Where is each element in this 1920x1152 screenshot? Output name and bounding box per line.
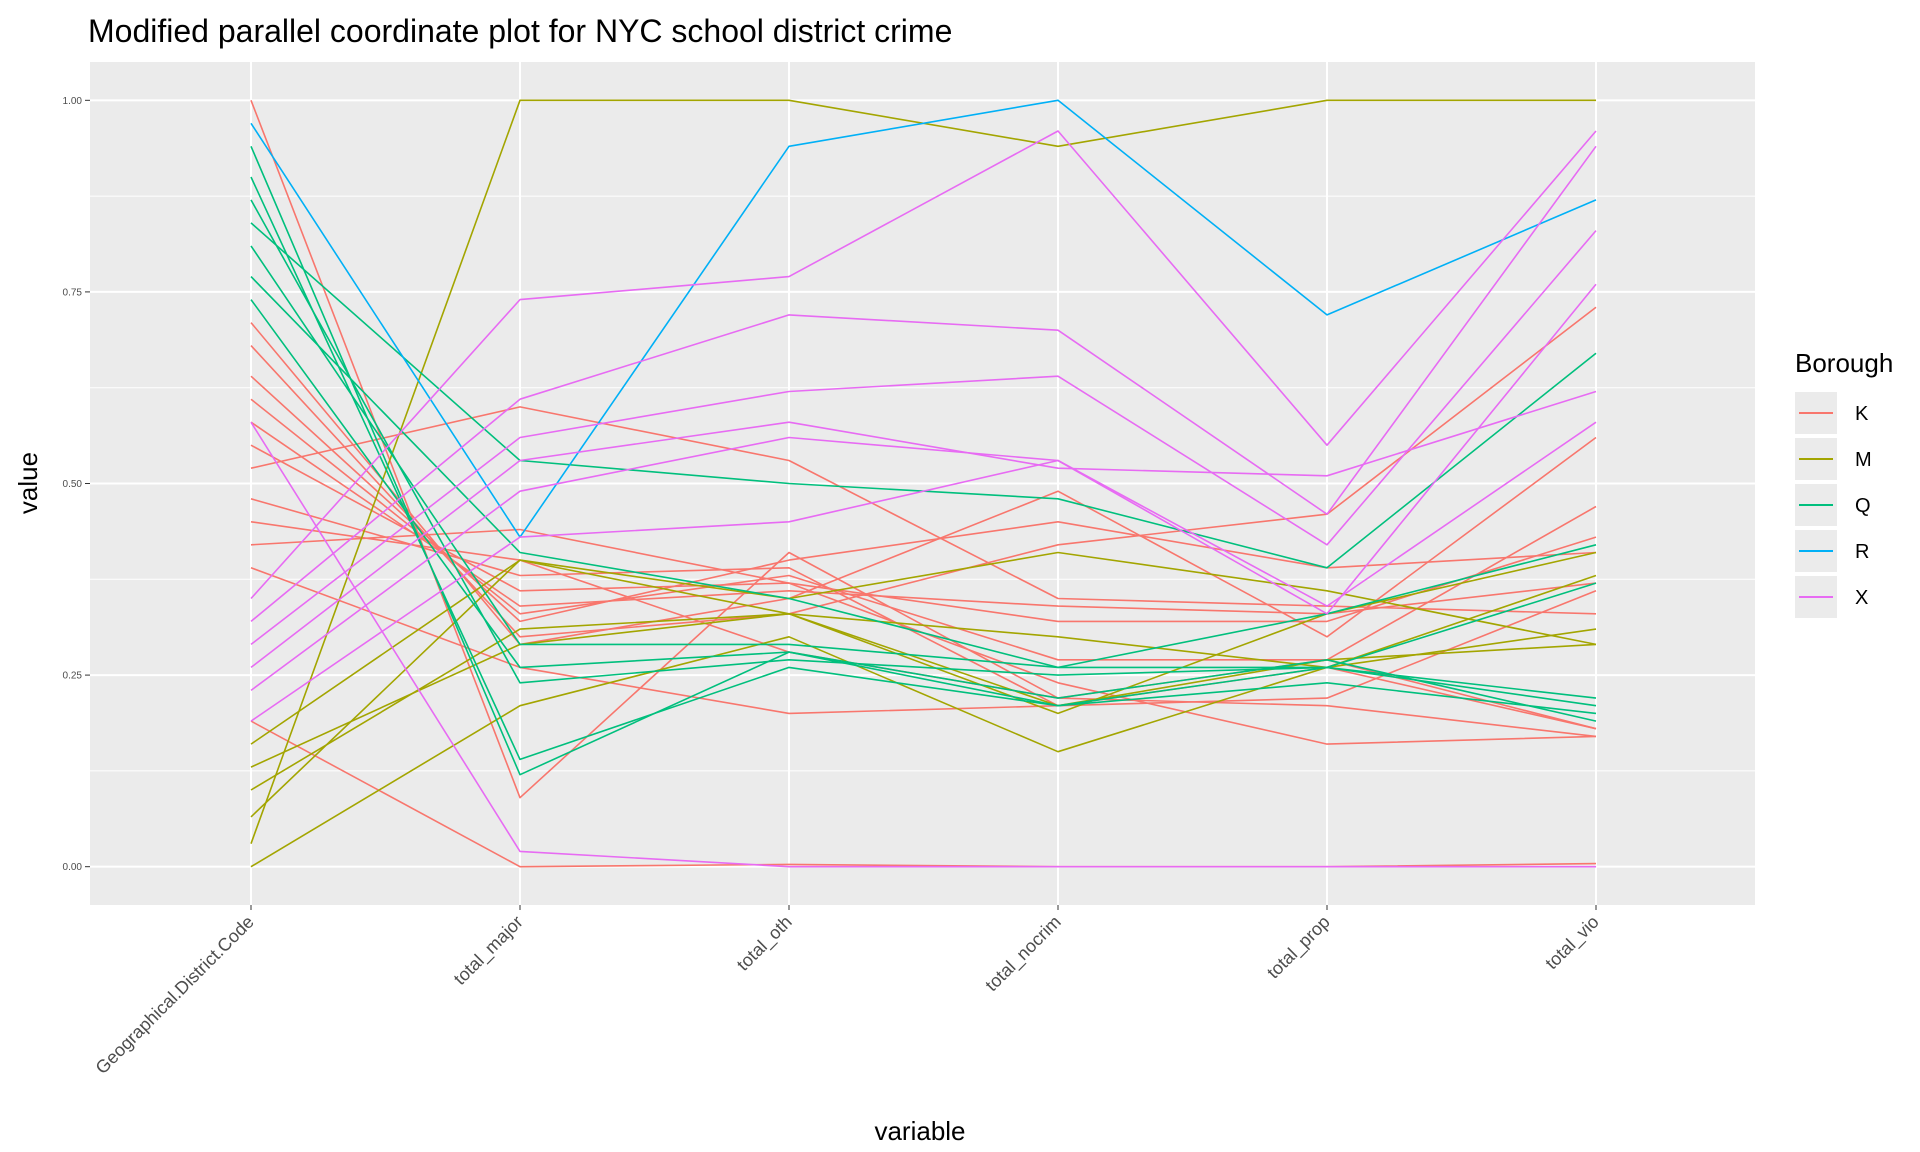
- y-tick-label: 0.00: [63, 862, 83, 873]
- legend-label-X: X: [1855, 587, 1868, 609]
- series-line-X: [250, 130, 1597, 600]
- y-axis-ticks: 0.00 0.25 0.50 0.75 1.00: [63, 96, 90, 873]
- legend-title: Borough: [1795, 348, 1893, 378]
- series-lines: [250, 99, 1597, 868]
- legend: Borough K M Q R X: [1795, 348, 1893, 618]
- series-line-Q: [250, 199, 1597, 699]
- series-line-X: [250, 230, 1597, 646]
- series-line-M: [250, 612, 1597, 768]
- x-axis-title: variable: [874, 1116, 965, 1146]
- series-line-Q: [250, 299, 1597, 707]
- series-line-M: [250, 551, 1597, 745]
- y-tick-label: 1.00: [63, 96, 83, 107]
- y-tick-label: 0.25: [63, 671, 83, 682]
- series-line-X: [250, 390, 1597, 669]
- legend-label-M: M: [1855, 449, 1872, 471]
- series-line-M: [250, 574, 1597, 791]
- series-line-M: [250, 628, 1597, 868]
- series-line-K: [250, 306, 1597, 638]
- legend-label-K: K: [1855, 403, 1869, 425]
- y-axis-title: value: [13, 452, 43, 514]
- series-line-R: [250, 99, 1597, 538]
- series-line-X: [250, 421, 1597, 722]
- legend-label-R: R: [1855, 541, 1869, 563]
- y-tick-label: 0.75: [63, 287, 83, 298]
- series-line-Q: [250, 276, 1597, 669]
- series-line-Q: [250, 176, 1597, 761]
- series-line-K: [250, 567, 1597, 715]
- series-line-K: [250, 498, 1597, 730]
- series-line-K: [250, 421, 1597, 615]
- series-line-Q: [250, 145, 1597, 776]
- series-line-X: [250, 421, 1596, 868]
- series-line-X: [250, 283, 1597, 692]
- chart-title: Modified parallel coordinate plot for NY…: [88, 13, 952, 49]
- series-line-K: [250, 406, 1597, 615]
- y-tick-label: 0.50: [63, 479, 83, 490]
- series-line-K: [250, 375, 1597, 623]
- series-line-X: [250, 145, 1597, 623]
- series-line-Q: [250, 245, 1597, 707]
- legend-label-Q: Q: [1855, 495, 1871, 517]
